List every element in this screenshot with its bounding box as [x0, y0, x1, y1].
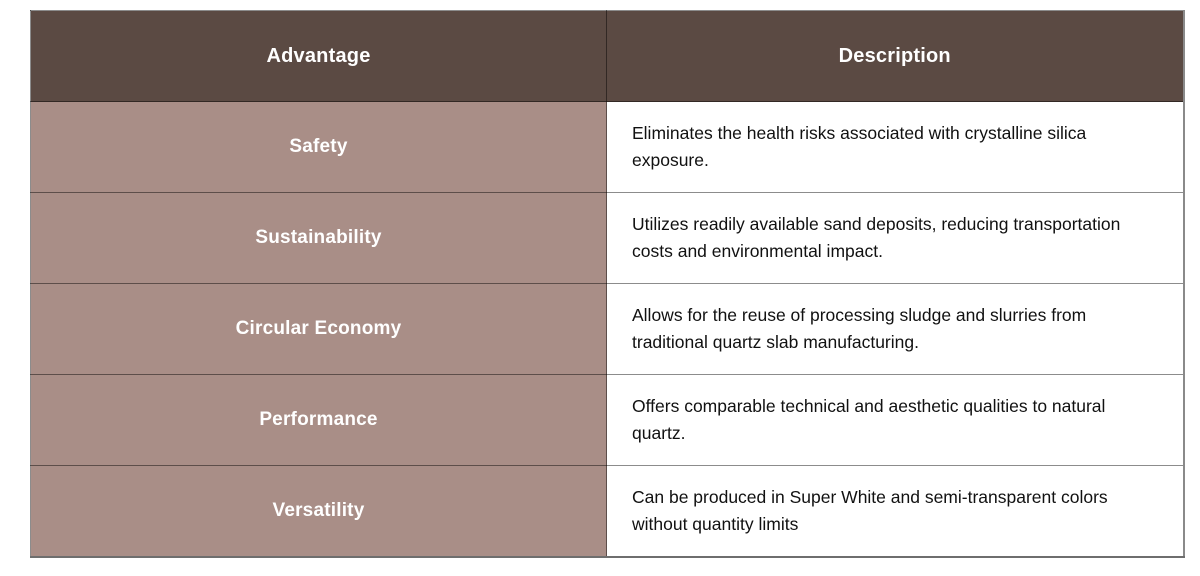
advantage-cell-sustainability: Sustainability: [30, 192, 607, 284]
description-cell-circular-economy: Allows for the reuse of processing sludg…: [606, 283, 1184, 375]
description-text: Utilizes readily available sand deposits…: [632, 214, 1121, 261]
description-cell-safety: Eliminates the health risks associated w…: [606, 101, 1184, 193]
advantage-cell-performance: Performance: [30, 374, 607, 466]
description-cell-sustainability: Utilizes readily available sand deposits…: [606, 192, 1184, 284]
advantage-cell-safety: Safety: [30, 101, 607, 193]
description-text: Can be produced in Super White and semi-…: [632, 487, 1108, 534]
table-row-versatility: Versatility Can be produced in Super Whi…: [30, 465, 1184, 557]
column-header-advantage: Advantage: [30, 10, 607, 102]
advantages-table: Advantage Description Safety Eliminates …: [30, 10, 1185, 558]
table-row-sustainability: Sustainability Utilizes readily availabl…: [30, 192, 1184, 284]
column-header-description: Description: [606, 10, 1184, 102]
description-text: Eliminates the health risks associated w…: [632, 123, 1087, 170]
description-text: Allows for the reuse of processing sludg…: [632, 305, 1087, 352]
description-cell-performance: Offers comparable technical and aestheti…: [606, 374, 1184, 466]
table-header-row: Advantage Description: [30, 10, 1184, 102]
description-text: Offers comparable technical and aestheti…: [632, 396, 1106, 443]
table-row-circular-economy: Circular Economy Allows for the reuse of…: [30, 283, 1184, 375]
description-cell-versatility: Can be produced in Super White and semi-…: [606, 465, 1184, 557]
advantage-cell-circular-economy: Circular Economy: [30, 283, 607, 375]
table-row-performance: Performance Offers comparable technical …: [30, 374, 1184, 466]
advantage-cell-versatility: Versatility: [30, 465, 607, 557]
table-row-safety: Safety Eliminates the health risks assoc…: [30, 101, 1184, 193]
